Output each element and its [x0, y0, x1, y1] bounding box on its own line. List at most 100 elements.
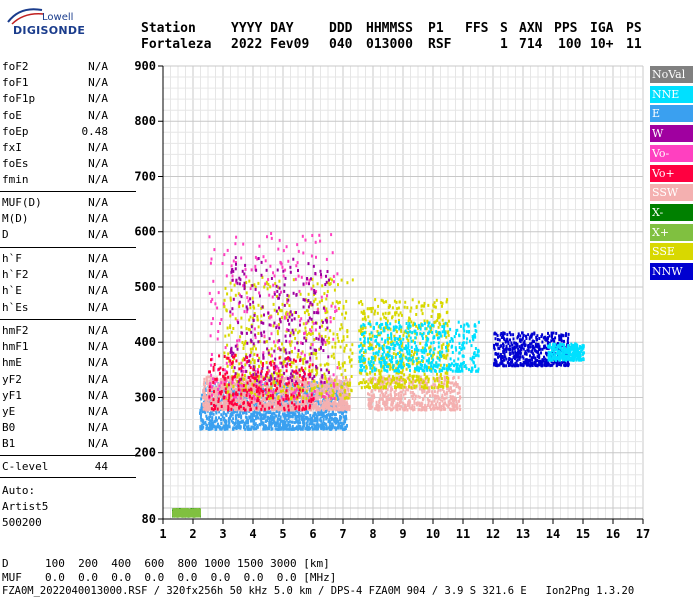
data-point	[289, 310, 292, 314]
data-point	[420, 385, 423, 389]
data-point	[329, 277, 332, 281]
data-point	[386, 387, 389, 391]
data-point	[221, 404, 224, 408]
data-point	[345, 396, 348, 400]
data-point	[281, 265, 284, 269]
data-point	[203, 391, 206, 395]
data-point	[448, 403, 451, 406]
data-point	[318, 334, 321, 338]
data-point	[230, 330, 233, 334]
data-point	[337, 383, 340, 387]
data-point	[394, 388, 397, 392]
data-point	[302, 418, 305, 421]
data-point	[380, 377, 383, 381]
data-point	[246, 405, 249, 409]
data-point	[379, 389, 382, 393]
data-point	[448, 399, 451, 403]
data-point	[229, 416, 231, 420]
data-point	[310, 254, 313, 258]
data-point	[339, 408, 342, 411]
data-point	[364, 381, 366, 385]
data-point	[399, 401, 401, 404]
data-point	[219, 322, 221, 325]
data-point	[408, 406, 411, 410]
data-point	[306, 360, 309, 364]
data-point	[222, 425, 225, 429]
data-point	[297, 410, 300, 414]
data-point	[308, 427, 311, 431]
data-point	[446, 371, 449, 375]
data-point	[234, 410, 237, 414]
separator-line	[0, 455, 136, 456]
data-point	[385, 396, 388, 400]
data-point	[452, 408, 455, 412]
data-point	[208, 403, 211, 407]
param-label: foE	[2, 108, 22, 122]
data-point	[412, 408, 415, 412]
data-point	[336, 366, 339, 370]
data-point	[365, 372, 368, 376]
data-point	[446, 346, 449, 350]
data-point	[289, 312, 292, 316]
data-point	[361, 317, 364, 321]
data-point	[379, 378, 382, 382]
data-point	[415, 305, 418, 309]
data-point	[409, 386, 412, 390]
data-point	[311, 377, 314, 381]
param-label: foF1p	[2, 92, 36, 106]
data-point	[270, 425, 273, 429]
data-point	[246, 388, 249, 392]
data-point	[210, 412, 213, 416]
data-point	[219, 388, 222, 392]
data-point	[211, 421, 214, 425]
data-point	[367, 357, 370, 361]
data-point	[230, 414, 232, 418]
data-point	[376, 311, 379, 315]
data-point	[413, 407, 416, 411]
data-point	[264, 415, 267, 419]
header-date-value: 2022 Fev09	[231, 37, 310, 52]
data-point	[328, 388, 331, 392]
data-point	[284, 390, 287, 394]
data-point	[230, 411, 233, 414]
data-point	[291, 313, 294, 317]
data-point	[274, 406, 277, 410]
data-point	[413, 384, 416, 388]
data-point	[400, 313, 403, 317]
data-point	[378, 399, 381, 403]
data-point	[216, 424, 219, 428]
data-point	[292, 331, 295, 335]
data-point	[331, 278, 334, 282]
data-point	[403, 378, 406, 382]
data-point	[402, 333, 405, 337]
data-point	[274, 390, 277, 394]
data-point	[432, 404, 435, 408]
data-point	[325, 397, 328, 400]
data-point	[438, 383, 440, 387]
data-point	[234, 317, 237, 321]
data-point	[285, 376, 288, 380]
data-point	[297, 315, 300, 318]
data-point	[372, 393, 375, 397]
data-point	[286, 298, 288, 302]
data-point	[283, 423, 286, 427]
param-row: D N/A	[0, 228, 108, 242]
data-point	[325, 427, 328, 431]
data-point	[262, 417, 265, 420]
data-point	[249, 360, 252, 364]
data-point	[395, 330, 398, 334]
data-point	[251, 417, 254, 421]
data-point	[269, 354, 272, 358]
data-point	[299, 421, 302, 425]
data-point	[206, 395, 209, 399]
data-point	[251, 413, 254, 416]
data-point	[308, 331, 310, 335]
data-point	[200, 397, 203, 401]
data-point	[253, 393, 256, 396]
data-point	[274, 282, 277, 286]
data-point	[334, 305, 337, 309]
data-point	[446, 310, 449, 314]
data-point	[340, 397, 342, 401]
data-point	[235, 372, 238, 376]
data-point	[253, 427, 255, 431]
